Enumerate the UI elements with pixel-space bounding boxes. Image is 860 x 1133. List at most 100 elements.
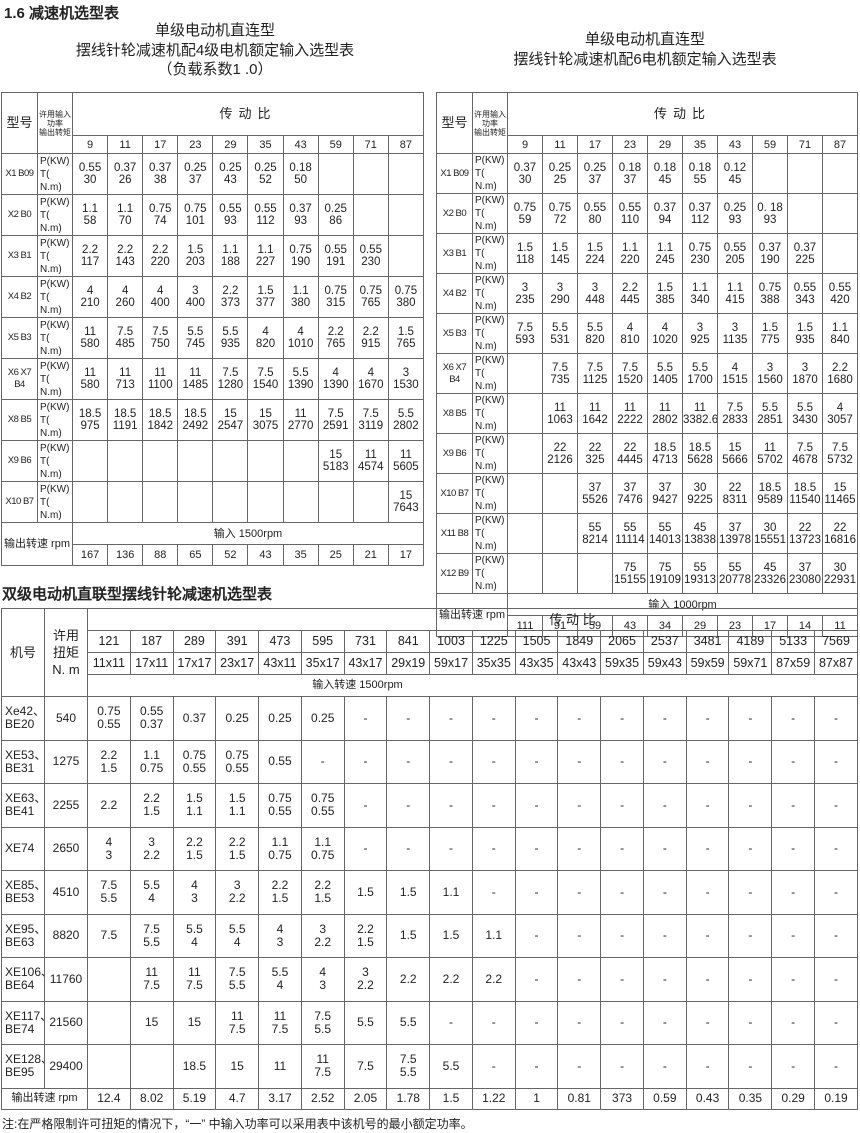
power-cell: - <box>814 739 858 784</box>
torque-value: 1670 <box>358 379 384 391</box>
torque-value: 5628 <box>687 453 713 466</box>
torque-value: 593 <box>515 333 535 346</box>
power-cell: 1.1 <box>471 913 516 958</box>
torque-value: 1390 <box>322 379 349 391</box>
power-value: 1.5 <box>397 326 414 338</box>
power-value: 0.18 <box>688 161 712 174</box>
output-speed: 0.43 <box>685 1087 730 1110</box>
power-cell: - <box>429 1000 473 1045</box>
power-value: 0.37 <box>758 241 782 254</box>
power-cell: - <box>386 696 431 741</box>
footnote: 注:在严格限制许可扭矩的情况下，“一” 中输入功率可以采用表中该机号的最小额定功… <box>2 1117 473 1131</box>
torque-value: 2851 <box>757 413 783 426</box>
table-row: X12 B9 P(KW) T( N.m) 75 15155 75 19109 55 19313 5… <box>436 553 858 594</box>
value-cell: 2.2 373 <box>212 276 249 318</box>
power-value: 0.75 <box>359 285 382 297</box>
torque-cell: 2255 <box>44 783 88 828</box>
value-cell: 0.55 205 <box>717 233 753 274</box>
torque-value: 13723 <box>789 533 821 546</box>
power-cell: 18.5 <box>172 1044 217 1089</box>
power-value: 5.5 <box>587 321 603 334</box>
power-cell: 2.2 <box>386 957 431 1002</box>
power-cell: 5.5 <box>429 1044 473 1089</box>
power-cell: - <box>771 1000 816 1045</box>
power-cell: - <box>386 739 431 784</box>
torque-value: 38 <box>153 174 167 186</box>
power-cell: - <box>642 1000 687 1045</box>
output-speed: 3.17 <box>258 1087 302 1110</box>
input-speed: 输入转速 1500rpm <box>87 674 858 697</box>
torque-value: 112 <box>256 215 275 227</box>
right-selection-table: 型号 许用输入 功率 输出转矩 传动比 9 11 17 23 29 35 43 59 71 87 X1 B… <box>436 92 858 637</box>
model-cell: XE95、 BE63 <box>1 913 45 958</box>
torque-value: 4574 <box>358 461 384 473</box>
torque-value: 2222 <box>617 413 643 426</box>
power-cell: 7.5 5.5 <box>215 957 260 1002</box>
power-value: 0.37 <box>149 162 172 174</box>
ratio-header: 71 <box>787 135 823 154</box>
power-cell: - <box>386 826 431 871</box>
p-label: P(KW) <box>40 401 70 413</box>
value-cell: 0.25 52 <box>247 153 284 195</box>
power-cell: - <box>685 739 730 784</box>
power-cell: - <box>600 870 644 915</box>
t-label: T( N.m) <box>475 488 497 512</box>
combo-header: 59x71 <box>728 652 773 675</box>
value-cell: 11 5605 <box>387 440 425 482</box>
value-cell: 11 713 <box>107 358 144 400</box>
torque-value: 377 <box>255 297 276 309</box>
value-cell <box>71 440 109 482</box>
value-cell: 0.55 110 <box>612 193 648 234</box>
power-value: 5.5 <box>692 361 708 374</box>
power-value: 3 <box>591 281 599 294</box>
torque-value: 225 <box>795 253 815 266</box>
torque-value: 935 <box>795 333 815 346</box>
p-label: P(KW) <box>40 319 70 331</box>
power-cell: 11 <box>258 1044 302 1089</box>
value-cell: 2.2 117 <box>71 235 109 277</box>
value-cell: 2.2 143 <box>107 235 144 277</box>
power-cell: 3 2.2 <box>215 870 260 915</box>
power-value: 18.5 <box>78 408 102 420</box>
t-label: T( N.m) <box>40 414 62 439</box>
value-cell: 7.5 3119 <box>352 399 389 441</box>
power-value: 3 <box>556 281 564 294</box>
value-cell <box>752 153 788 194</box>
power-cell <box>87 957 131 1002</box>
power-value: 15 <box>833 481 847 494</box>
param-label-cell: P(KW) T( N.m) <box>472 513 508 554</box>
value-cell: 4 1390 <box>317 358 354 400</box>
power-value: 11 <box>659 401 671 414</box>
value-cell: 0.55 343 <box>787 273 823 314</box>
model-cell: XE53、 BE31 <box>1 739 45 784</box>
torque-value: 15155 <box>614 573 646 586</box>
p-label: P(KW) <box>40 237 70 249</box>
torque-value: 5732 <box>827 453 853 466</box>
torque-value: 400 <box>150 297 170 309</box>
torque-value: 9225 <box>687 493 713 506</box>
torque-value: 15551 <box>754 533 786 546</box>
table-row: X5 B3 P(KW) T( N.m) 7.5 593 5.5 531 5.5 820 4 810 4… <box>436 313 858 354</box>
power-cell: - <box>685 957 730 1002</box>
model-cell: XE63、 BE41 <box>1 783 45 828</box>
power-cell: - <box>685 1044 730 1089</box>
torque-value: 765 <box>361 297 381 309</box>
torque-value: 190 <box>291 256 311 268</box>
value-cell: 15 11465 <box>822 473 858 514</box>
param-label-cell: P(KW) T( N.m) <box>472 473 508 514</box>
p-label: P(KW) <box>475 235 505 246</box>
value-cell: 2.2 220 <box>142 235 179 277</box>
left-title-line: （负载系数1 .0） <box>157 61 273 78</box>
power-value: 2.2 <box>82 244 99 256</box>
header-param: 许用输入 功率 输出转矩 <box>472 92 508 154</box>
value-cell <box>822 233 858 274</box>
power-cell: 1.5 <box>343 870 388 915</box>
torque-value: 2126 <box>547 453 573 466</box>
ratio-header: 29 <box>212 135 249 154</box>
torque-value: 448 <box>585 293 605 306</box>
power-value: 5.5 <box>552 321 568 334</box>
torque-value: 7643 <box>393 502 419 514</box>
value-cell: 4 820 <box>247 317 284 359</box>
power-value: 55 <box>588 521 602 534</box>
power-cell: - <box>386 783 431 828</box>
